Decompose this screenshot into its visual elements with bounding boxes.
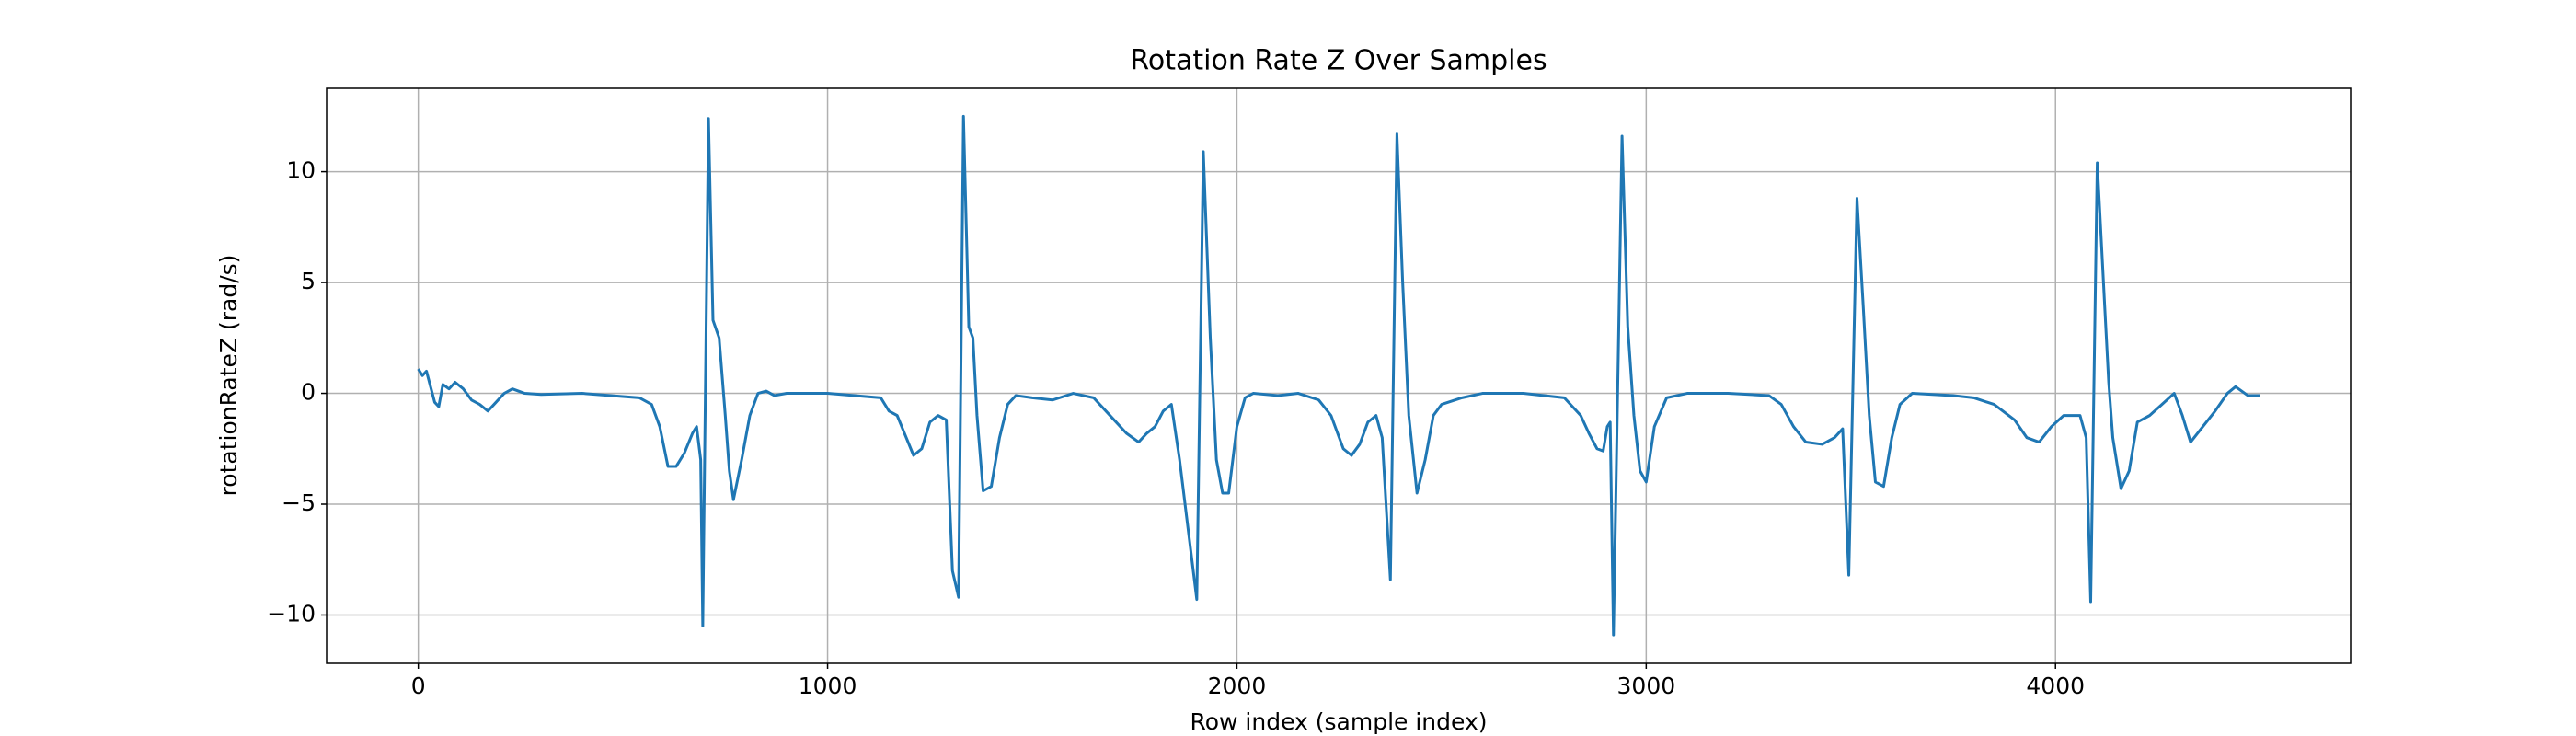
plot-frame (326, 87, 2352, 664)
x-tick-label: 2000 (1208, 673, 1267, 699)
x-tick-label: 4000 (2026, 673, 2085, 699)
x-tick-label: 3000 (1617, 673, 1676, 699)
x-axis-label: Row index (sample index) (1190, 708, 1487, 735)
y-tick-label: −10 (267, 600, 316, 627)
y-axis-label: rotationRateZ (rad/s) (215, 255, 242, 497)
x-tick-label: 0 (411, 673, 426, 699)
data-line (417, 114, 2260, 637)
y-tick-label: 0 (301, 379, 316, 406)
x-tick-label: 1000 (799, 673, 857, 699)
chart-title: Rotation Rate Z Over Samples (1130, 45, 1547, 77)
y-tick-label: 5 (301, 268, 316, 294)
y-tick-label: −5 (282, 489, 316, 516)
y-tick-label: 10 (286, 157, 316, 184)
